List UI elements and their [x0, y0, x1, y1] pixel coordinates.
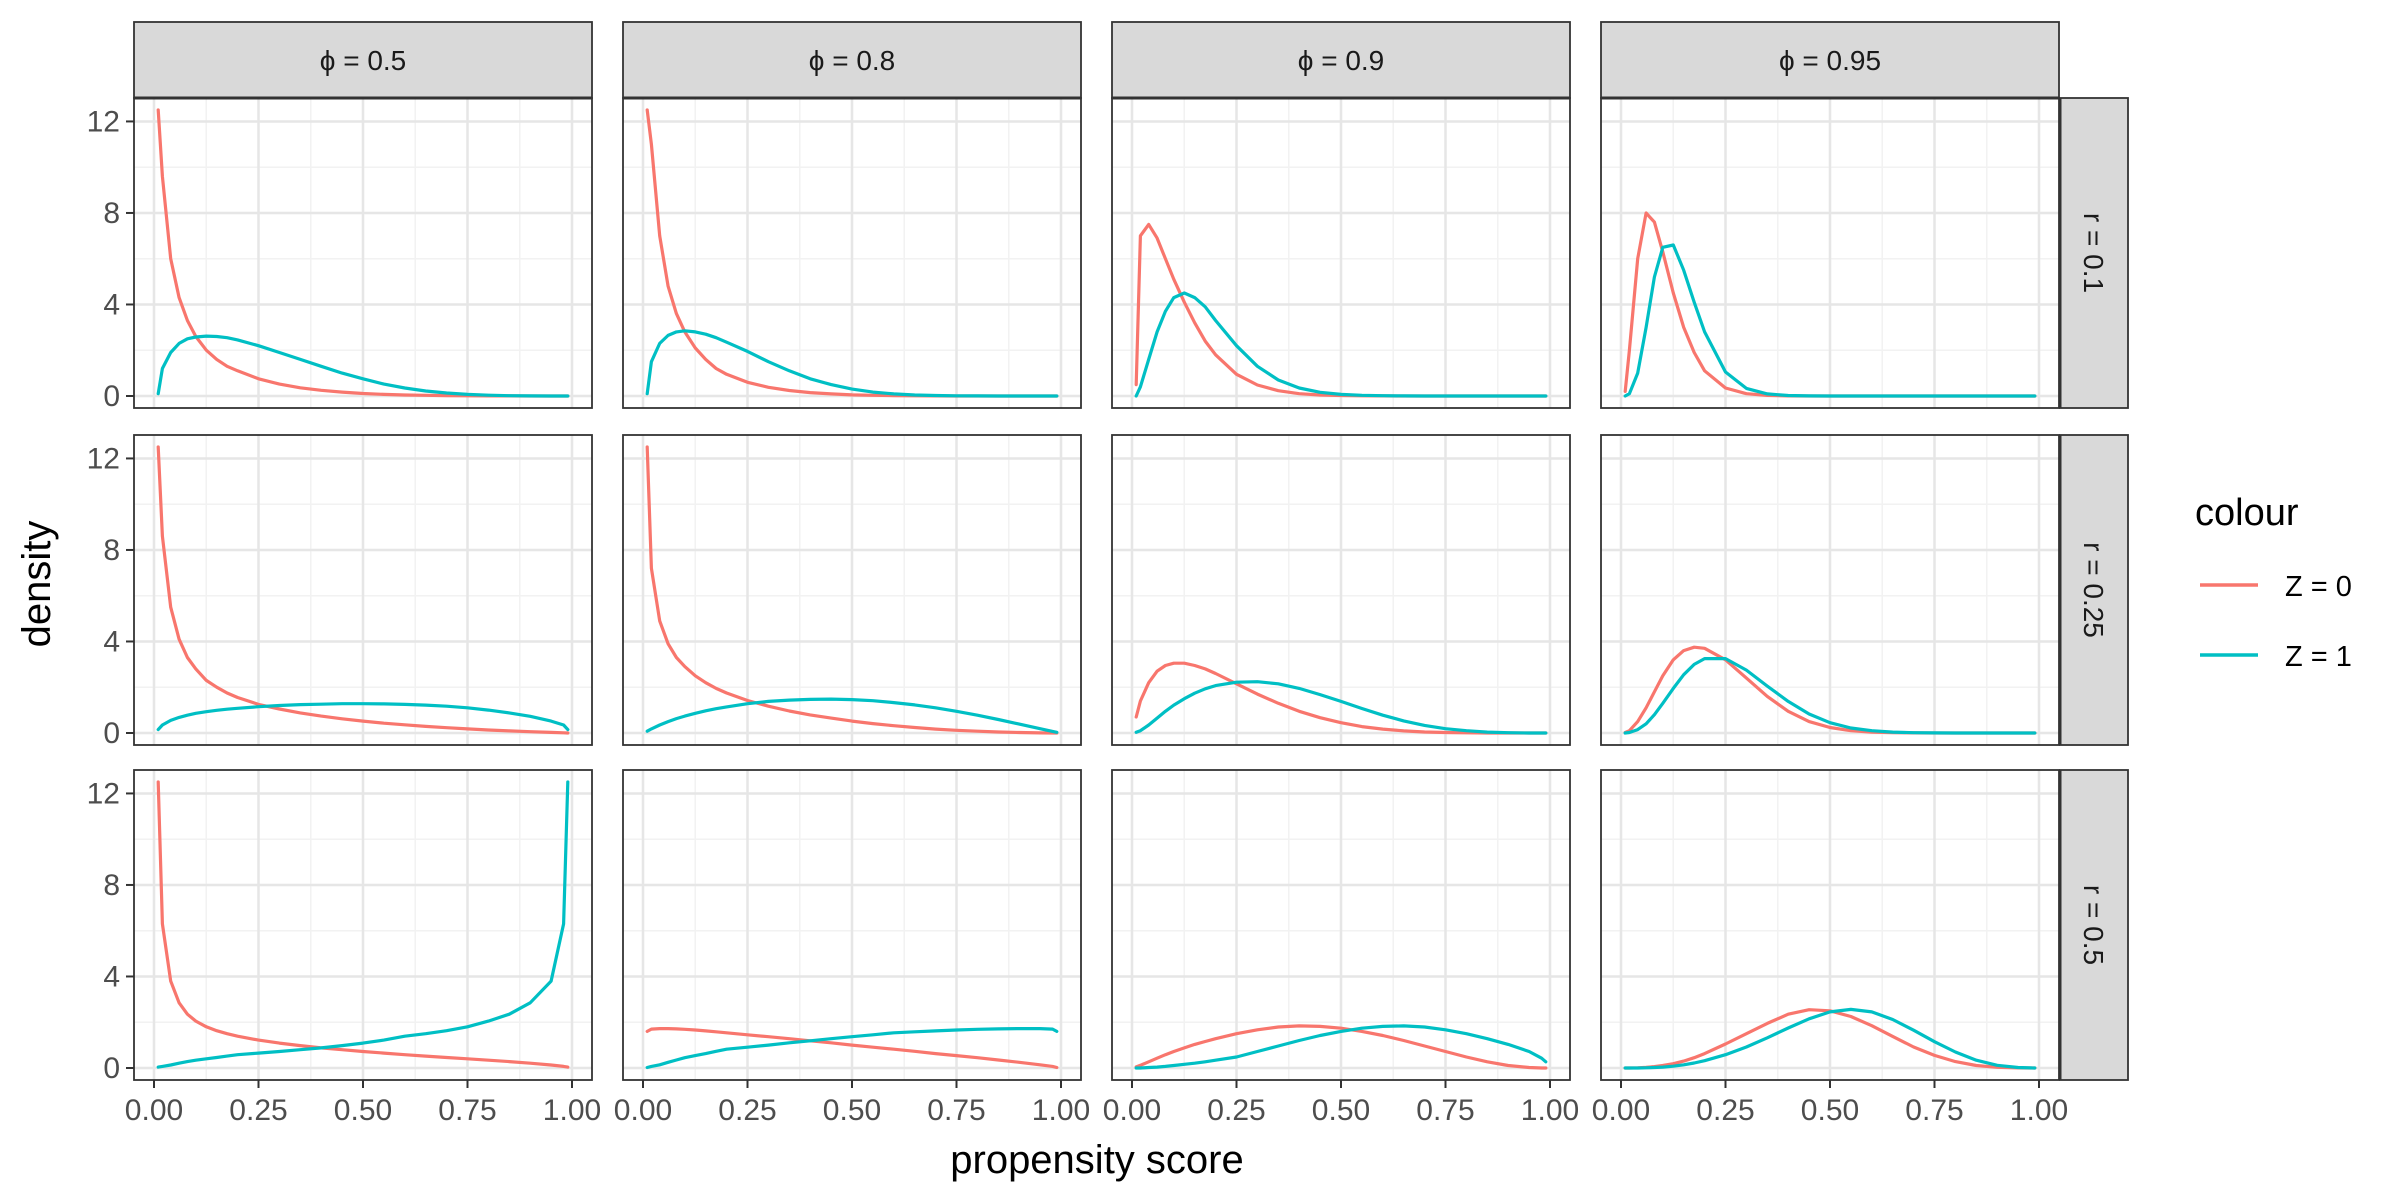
- column-strips: ϕ = 0.5 ϕ = 0.8 ϕ = 0.9 ϕ = 0.95: [133, 21, 2060, 100]
- density-line-z=1: [1623, 1007, 2037, 1070]
- x-tick-label: 0.00: [1592, 1094, 1650, 1127]
- density-line-z=1: [156, 702, 570, 732]
- y-tick-label: 12: [87, 105, 120, 138]
- column-strip: [1600, 21, 2060, 99]
- x-tick-label: 0.75: [1416, 1094, 1474, 1127]
- density-line-z=1: [1134, 680, 1548, 735]
- panel-border: [133, 434, 593, 746]
- x-tick-label: 0.25: [1207, 1094, 1265, 1127]
- panel-r2-c1: [622, 769, 1082, 1081]
- y-axis-title: density: [15, 521, 59, 648]
- x-tick-label: 0.00: [614, 1094, 672, 1127]
- x-tick-label: 1.00: [543, 1094, 601, 1127]
- panel-r1-c2: [1111, 434, 1571, 746]
- x-tick-label: 1.00: [2010, 1094, 2068, 1127]
- column-strip: [133, 21, 593, 99]
- density-line-z=0: [156, 445, 570, 735]
- panel-r1-c3: [1600, 434, 2060, 746]
- column-strip-label: ϕ = 0.8: [809, 45, 896, 76]
- column-strip: [622, 21, 1082, 99]
- density-line-z=1: [1134, 291, 1548, 398]
- column-strip-label: ϕ = 0.9: [1298, 45, 1385, 76]
- facet-panels: [133, 97, 2060, 1081]
- y-tick-label: 0: [103, 380, 120, 413]
- panel-r2-c0: [133, 769, 593, 1081]
- legend: colour Z = 0 Z = 1: [2195, 492, 2352, 673]
- row-strip-label: r = 0.25: [2078, 542, 2109, 638]
- column-strip: [1111, 21, 1571, 99]
- density-line-z=1: [1134, 1024, 1548, 1070]
- density-line-z=1: [1623, 656, 2037, 735]
- density-line-z=1: [156, 780, 570, 1069]
- panel-r0-c3: [1600, 97, 2060, 409]
- density-line-z=1: [1623, 243, 2037, 398]
- x-tick-label: 0.25: [718, 1094, 776, 1127]
- panel-border: [1111, 434, 1571, 746]
- y-tick-label: 12: [87, 777, 120, 810]
- panel-r0-c1: [622, 97, 1082, 409]
- y-tick-label: 4: [103, 288, 120, 321]
- x-axes: 0.00 0.25 0.50 0.75 1.00 0.00 0.25 0.50 0.75 1.00…: [125, 1080, 2068, 1127]
- column-strip-label: ϕ = 0.5: [320, 45, 407, 76]
- x-tick-label: 0.00: [125, 1094, 183, 1127]
- panel-border: [622, 434, 1082, 746]
- y-tick-label: 0: [103, 717, 120, 750]
- x-axis-title: propensity score: [950, 1138, 1243, 1182]
- row-strips: r = 0.1 r = 0.25 r = 0.5: [2058, 97, 2129, 1081]
- x-tick-label: 0.75: [438, 1094, 496, 1127]
- y-tick-label: 4: [103, 625, 120, 658]
- x-tick-label: 0.00: [1103, 1094, 1161, 1127]
- y-tick-label: 8: [103, 197, 120, 230]
- row-strip-label: r = 0.5: [2078, 885, 2109, 965]
- panel-r0-c2: [1111, 97, 1571, 409]
- density-line-z=1: [156, 334, 570, 398]
- x-tick-label: 0.50: [1801, 1094, 1859, 1127]
- y-axes: 0 4 8 12 0 4 8 12 0 4 8 12: [87, 105, 134, 1085]
- row-strip-label: r = 0.1: [2078, 213, 2109, 293]
- density-line-z=1: [645, 1026, 1059, 1070]
- x-tick-label: 0.50: [1312, 1094, 1370, 1127]
- panel-r0-c0: [133, 97, 593, 409]
- density-line-z=1: [645, 697, 1059, 734]
- x-tick-label: 1.00: [1521, 1094, 1579, 1127]
- row-strip: [2059, 434, 2129, 746]
- density-line-z=0: [645, 445, 1059, 735]
- panel-r2-c2: [1111, 769, 1571, 1081]
- x-tick-label: 1.00: [1032, 1094, 1090, 1127]
- panel-r1-c0: [133, 434, 593, 746]
- y-tick-label: 4: [103, 960, 120, 993]
- x-tick-label: 0.50: [334, 1094, 392, 1127]
- density-line-z=0: [1134, 1024, 1548, 1070]
- panel-r1-c1: [622, 434, 1082, 746]
- legend-title: colour: [2195, 492, 2299, 534]
- x-tick-label: 0.25: [1696, 1094, 1754, 1127]
- x-tick-label: 0.50: [823, 1094, 881, 1127]
- y-tick-label: 8: [103, 869, 120, 902]
- y-tick-label: 12: [87, 442, 120, 475]
- y-tick-label: 8: [103, 534, 120, 567]
- legend-label-z0: Z = 0: [2285, 571, 2352, 603]
- y-tick-label: 0: [103, 1052, 120, 1085]
- x-tick-label: 0.25: [229, 1094, 287, 1127]
- x-tick-label: 0.75: [1905, 1094, 1963, 1127]
- density-line-z=1: [645, 329, 1059, 398]
- panel-r2-c3: [1600, 769, 2060, 1081]
- column-strip-label: ϕ = 0.95: [1779, 45, 1881, 76]
- legend-label-z1: Z = 1: [2285, 641, 2352, 673]
- x-tick-label: 0.75: [927, 1094, 985, 1127]
